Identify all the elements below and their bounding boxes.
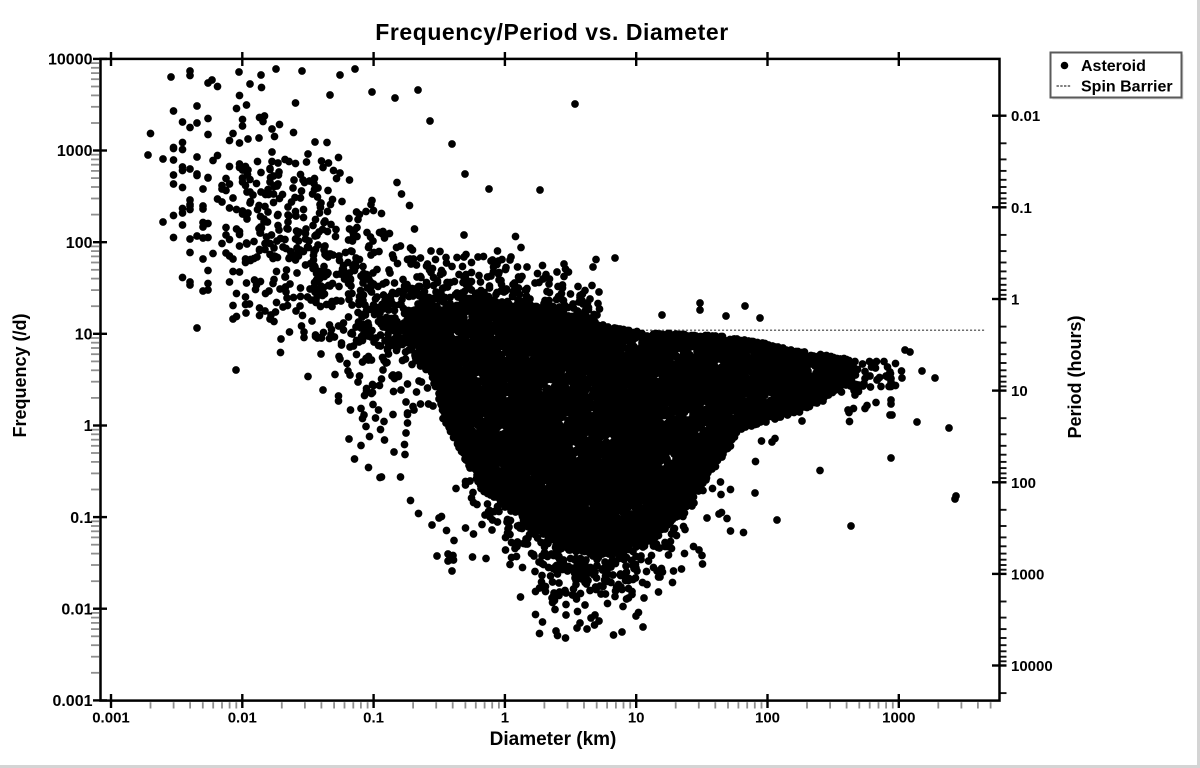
svg-text:0.001: 0.001 (92, 710, 130, 727)
svg-text:0.01: 0.01 (1011, 108, 1040, 125)
svg-text:0.001: 0.001 (52, 693, 92, 710)
svg-text:Diameter (km): Diameter (km) (490, 729, 617, 750)
svg-text:10: 10 (628, 710, 645, 727)
svg-text:Asteroid: Asteroid (1081, 58, 1146, 75)
svg-text:Frequency (/d): Frequency (/d) (10, 313, 30, 437)
svg-text:0.1: 0.1 (1011, 200, 1032, 217)
svg-text:0.1: 0.1 (70, 510, 92, 527)
svg-text:100: 100 (755, 710, 780, 727)
svg-text:1000: 1000 (57, 143, 93, 160)
svg-text:10: 10 (1011, 383, 1028, 400)
svg-text:1: 1 (1011, 292, 1019, 309)
svg-text:1000: 1000 (882, 710, 915, 727)
svg-text:10: 10 (75, 327, 93, 344)
svg-text:Period (hours): Period (hours) (1065, 315, 1085, 438)
svg-text:1: 1 (84, 418, 93, 435)
svg-text:1000: 1000 (1011, 566, 1044, 583)
svg-text:10000: 10000 (48, 52, 93, 69)
svg-text:Frequency/Period vs. Diameter: Frequency/Period vs. Diameter (375, 19, 728, 45)
svg-text:0.1: 0.1 (363, 710, 384, 727)
svg-text:0.01: 0.01 (228, 710, 257, 727)
svg-text:100: 100 (66, 235, 93, 252)
svg-text:10000: 10000 (1011, 658, 1053, 675)
svg-text:100: 100 (1011, 475, 1036, 492)
svg-text:0.01: 0.01 (61, 601, 92, 618)
svg-text:1: 1 (501, 710, 509, 727)
svg-text:Spin Barrier: Spin Barrier (1081, 79, 1173, 96)
